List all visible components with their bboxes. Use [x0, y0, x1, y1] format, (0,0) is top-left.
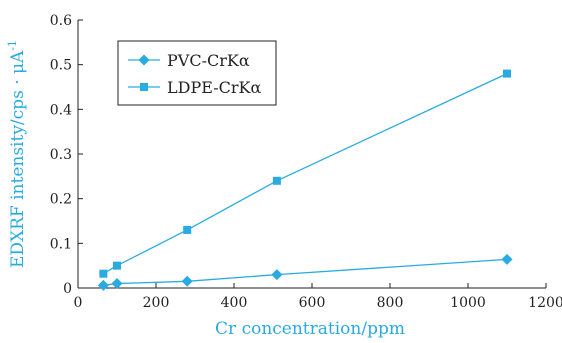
- legend-entries: PVC-CrKα LDPE-CrKα: [128, 51, 261, 97]
- x-axis-title: Cr concentration/ppm: [215, 319, 405, 339]
- legend-label: LDPE-CrKα: [167, 78, 261, 97]
- series: [97, 69, 513, 291]
- y-tick-label: 0.1: [50, 236, 72, 252]
- x-tick-label: 800: [377, 295, 404, 311]
- y-tick-label: 0.3: [50, 147, 72, 163]
- data-point-diamond: [97, 279, 109, 291]
- data-point-square: [272, 176, 281, 185]
- data-point-square: [503, 69, 511, 78]
- x-tick-label: 0: [74, 295, 83, 311]
- legend-marker-square: [140, 83, 148, 91]
- y-tick-label: 0.5: [50, 58, 72, 74]
- y-axis-title-main: EDXRF intensity/cps · μA: [8, 50, 28, 268]
- x-tick-label: 200: [143, 295, 170, 311]
- y-axis-title-superscript: -1: [6, 40, 19, 51]
- x-tick-label: 1000: [450, 295, 486, 311]
- legend-label: PVC-CrKα: [167, 51, 250, 70]
- ticks: 0 200 400 600 800 1000 1200 0 0.1 0.2 0.3 0.4 0.5 0.6: [50, 13, 562, 311]
- y-axis-title: EDXRF intensity/cps · μA-1: [6, 40, 28, 268]
- legend-box: [117, 40, 277, 106]
- legend: PVC-CrKα LDPE-CrKα: [117, 40, 277, 106]
- legend-marker-diamond: [138, 54, 150, 66]
- y-tick-label: 0.2: [50, 192, 72, 208]
- y-tick-label: 0: [63, 281, 72, 297]
- data-point-square: [113, 261, 121, 270]
- series-line-diamond: [103, 258, 508, 286]
- data-point-square: [183, 225, 192, 234]
- data-point-square: [99, 269, 108, 278]
- data-point-diamond: [181, 275, 193, 287]
- data-point-diamond: [271, 269, 283, 281]
- x-tick-label: 600: [299, 295, 326, 311]
- data-point-diamond: [111, 278, 123, 290]
- x-tick-label: 400: [221, 295, 248, 311]
- y-tick-label: 0.4: [50, 102, 72, 118]
- data-point-diamond: [501, 253, 513, 265]
- y-tick-label: 0.6: [50, 13, 72, 29]
- x-tick-label: 1200: [528, 295, 562, 311]
